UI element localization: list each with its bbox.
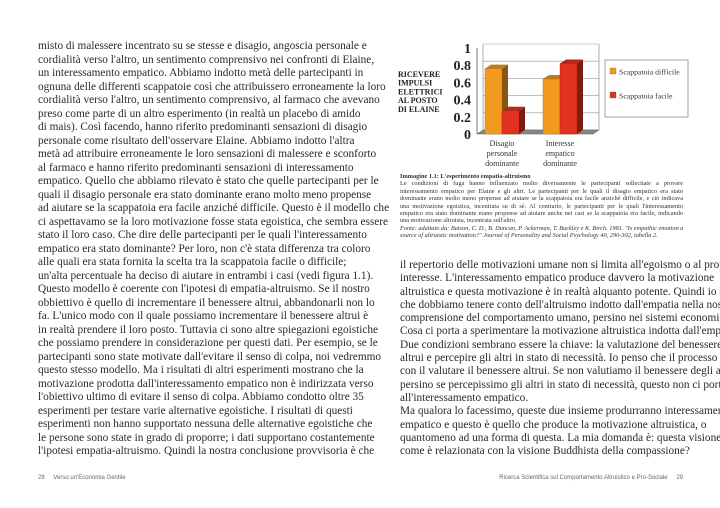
category-label: personale [487,149,518,158]
text-line: obbiettivo è quello di incrementare il b… [38,296,375,309]
text-line: altrui e percepire gli altri in stato di… [400,352,720,365]
legend-swatch [609,67,617,75]
category-label: Interesse [546,139,575,148]
y-axis-label: ELETTRICI [398,87,442,96]
text-line: di mais). Così facendo, hanno riferito p… [38,121,368,133]
category-label: dominante [543,159,577,168]
text-line: metà ad attribuire erroneamente le loro … [38,148,377,160]
y-tick-label: 0.2 [454,111,472,126]
text-line: quali il disagio personale era stato dom… [38,188,372,201]
text-line: stato il loro caso. Che dire delle parte… [38,229,367,241]
y-axis-label: RICEVERE [398,70,440,79]
text-line: esperimenti non hanno supportato nessuna… [38,418,373,430]
text-line: Le condizioni di fuga hanno influenzato … [400,180,683,188]
text-line: l'obiettivo ultimo di evitare il senso d… [38,391,364,403]
bar-side [519,106,525,134]
text-line: interesse. L'interessamento empatico pro… [400,272,715,285]
text-line: Ma qualora lo facessimo, queste due insi… [400,405,720,418]
y-axis-label: DI ELAINE [398,105,440,114]
text-line: fa. L'unico modo con il quale possiamo i… [38,310,369,322]
bar-top [502,106,525,111]
text-line: all'interessamento empatico. [400,391,529,404]
text-line: dominante erano molto meno propense ad a… [400,195,683,203]
text-line: un'alta percentuale ha deciso di aiutare… [38,269,374,282]
bar-side [577,59,583,135]
bar [501,110,520,135]
running-title: Verso un'Economia Gentile [53,475,126,481]
text-line: empatico. Quello che abbiamo rilevato è … [38,175,379,187]
bar-top [560,59,583,64]
right-page-body: il repertorio delle motivazioni umane no… [400,259,720,458]
text-line: personale come risultato dell'osservare … [38,134,355,147]
legend-label: Scappatoia facile [619,92,673,101]
text-line: come è relazionata con la visione Buddhi… [400,445,690,458]
legend-swatch [609,91,617,99]
text-line: interessamento empatico per Elaine e gli… [400,187,683,195]
text-line: in realtà prendere il loro posto. Tuttav… [38,323,379,336]
text-line: alle quali era stata fornita la scelta t… [38,256,347,268]
text-line: preso come parte di un altro esperimento… [38,107,361,120]
category-label: dominante [485,159,519,168]
text-line: cordialità verso l'altro, un sentimento … [38,53,375,66]
y-tick-label: 1 [464,42,471,57]
text-line: ognuna delle differenti scappatoie così … [38,80,386,93]
left-page-body: misto di malessere incentrato su se stes… [38,40,390,459]
running-title: Ricerca Scientifica sul Comportamento Al… [499,475,668,481]
text-line: persino se percepissimo gli altri in sta… [400,378,720,391]
caption-title: Immagine 1.1: L'esperimento empatia-altr… [400,173,531,180]
page-number: 29 [676,475,683,481]
figure-1-1-chart: 00.20.40.60.81DisagiopersonaledominanteI… [398,42,689,168]
text-line: Due condizioni sembrano essere la chiave… [400,338,720,351]
text-line: altruistica e questa motivazione è in re… [400,285,720,298]
text-line: ci aspettavamo se la loro motivazione fo… [38,215,389,228]
y-tick-label: 0.8 [454,59,472,74]
category-label: Disagio [490,139,515,148]
text-line: che possiamo prendere in considerazione … [38,337,378,349]
text-line: esperimenti per testare varie alternativ… [38,404,353,417]
y-tick-label: 0.4 [454,94,472,109]
text-line: Cosa ci porta a sperimentare la motivazi… [400,325,720,338]
text-line: con il valutare il benessere altrui. Se … [400,365,720,378]
figure-caption: Immagine 1.1: L'esperimento empatia-altr… [400,173,683,240]
text-line: un interessamento empatico. Abbiamo indo… [38,67,364,79]
text-line: comprensione del comportamento umano, pe… [400,312,720,325]
text-line: Questo modello è coerente con l'ipotesi … [38,283,370,295]
caption-source-line: source of altruistic motivation?" Journa… [400,232,658,240]
text-line: una motivazione egoistica, incentrata su… [400,202,683,210]
text-line: empatico e questo è quello che produce l… [400,418,707,431]
legend [604,59,689,118]
text-line: motivazione prodotta dall'interessamento… [38,377,374,390]
y-axis-label: AL POSTO [398,96,438,105]
text-line: le persone sono state in grado di propor… [38,431,375,444]
text-line: una motivazione altruista, incentrata su… [400,217,517,225]
left-page-footer: 28 Verso un'Economia Gentile [38,475,126,481]
text-line: che dobbiamo tenere conto dell'altruismo… [400,298,720,311]
right-page-footer: Ricerca Scientifica sul Comportamento Al… [499,475,683,481]
text-line: l'ipotesi empatia-altruismo. Quindi la n… [38,445,375,457]
text-line: quantomeno ad una forma di questa. La mi… [400,431,720,444]
bar [484,68,503,135]
text-line: empatico era stato dominante? Per loro, … [38,242,371,255]
text-line: partecipanti sono state motivate dall'ev… [38,350,382,363]
text-line: il repertorio delle motivazioni umane no… [400,259,720,271]
bar-top [485,64,508,69]
page-number: 28 [38,475,45,481]
bar [542,78,561,135]
text-line: questo stesso modello. Ma i risultati di… [38,364,364,376]
text-line: cordialità verso l'altro, un sentimento … [38,94,380,106]
text-line: empatico era stato dominante erano prope… [400,210,683,218]
y-tick-label: 0 [464,128,471,143]
bar [559,63,578,135]
y-axis-label: IMPULSI [398,79,432,88]
category-label: empatico [545,149,574,158]
y-tick-label: 0.6 [454,76,472,91]
text-line: ad aiutare se la scappatoia era facile a… [38,202,390,214]
legend-label: Scappatoia difficile [619,68,680,77]
text-line: al farmaco e hanno riferito predominanti… [38,161,354,174]
caption-source-line: Fonte: adattato da: Batson, C. D., B. Du… [400,224,684,232]
text-line: misto di malessere incentrato su se stes… [38,40,367,52]
